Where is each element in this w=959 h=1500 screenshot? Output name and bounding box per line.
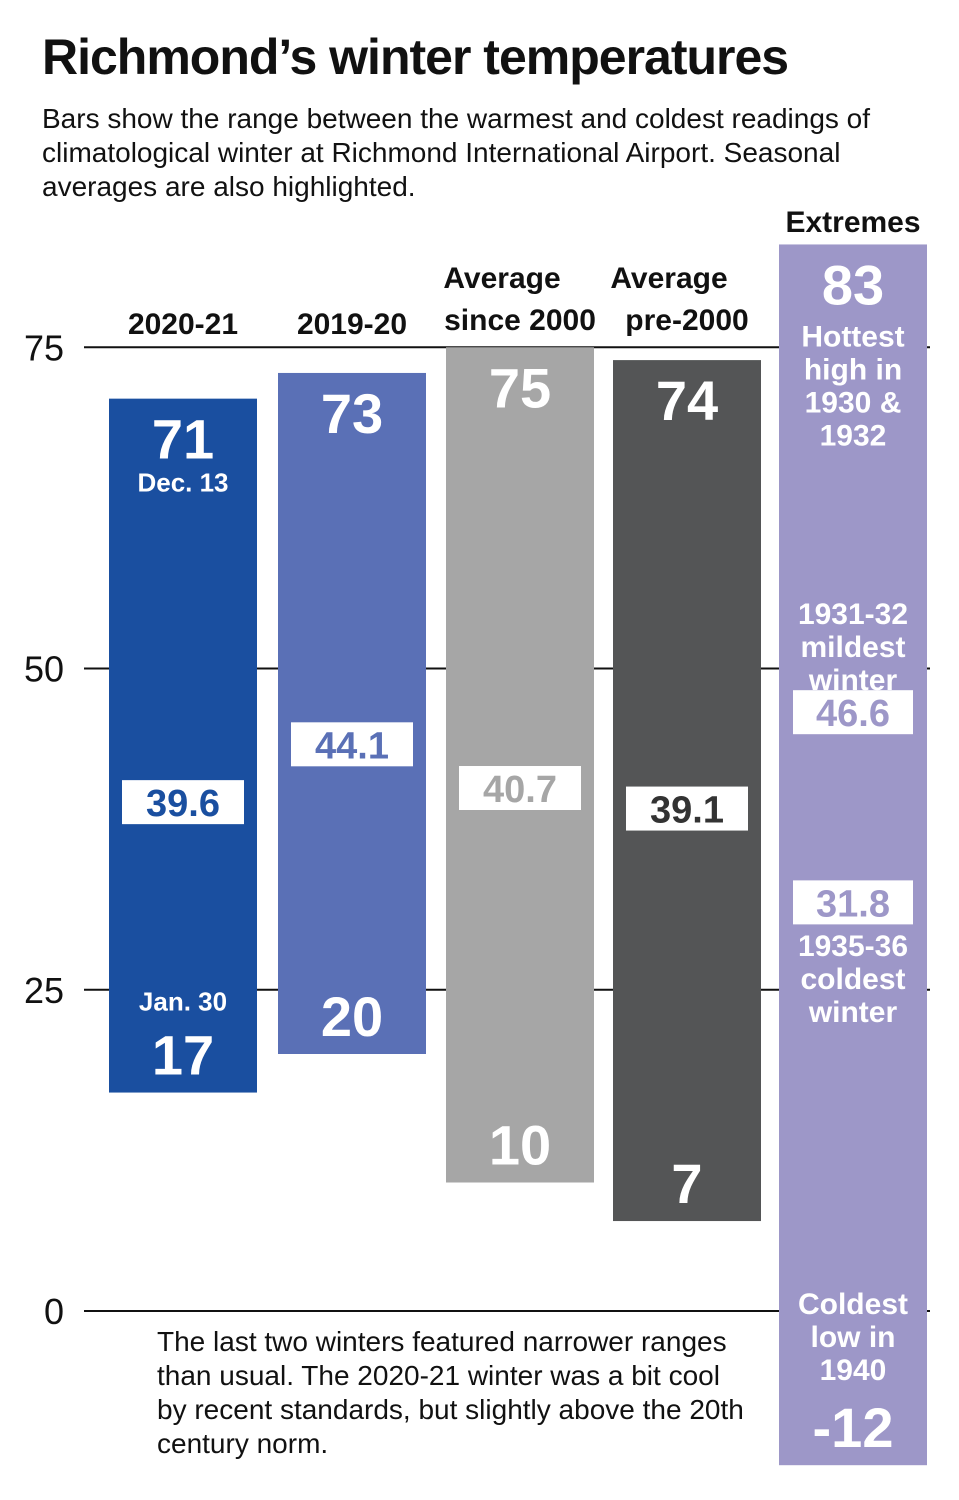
mildest-average-value: 46.6: [816, 693, 890, 735]
average-value-label-box: [459, 766, 581, 811]
low-value-label: 10: [489, 1114, 551, 1177]
low-value-label: 20: [321, 985, 383, 1048]
low-value-label: 7: [671, 1152, 702, 1215]
extreme-low-value: -12: [813, 1396, 894, 1459]
mildest-winter-note: 1931-32: [798, 598, 908, 631]
high-date-label: Dec. 13: [137, 468, 228, 498]
chart-subtitle: Bars show the range between the warmest …: [42, 103, 871, 202]
range-bar: [109, 398, 257, 1093]
average-value-label: 39.1: [650, 790, 724, 832]
y-tick-label: 0: [44, 1291, 64, 1332]
y-tick-label: 75: [24, 327, 64, 368]
column-label: 2020-21: [128, 308, 238, 341]
column-label: pre-2000: [625, 304, 748, 337]
column-label: Average: [610, 262, 727, 295]
low-date-label: Jan. 30: [139, 987, 227, 1017]
mildest-winter-note: mildest: [800, 631, 905, 664]
average-value-label: 40.7: [483, 769, 557, 811]
average-value-label: 39.6: [146, 783, 220, 825]
extreme-low-note: low in: [811, 1321, 896, 1354]
high-value-label: 74: [656, 369, 718, 432]
high-value-label: 73: [321, 382, 383, 445]
column-label: 2019-20: [297, 308, 407, 341]
chart-title: Richmond’s winter temperatures: [42, 29, 789, 85]
extremes-header: Extremes: [785, 206, 920, 239]
chart-annotation-note: The last two winters featured narrower r…: [157, 1326, 744, 1459]
high-value-label: 75: [489, 356, 551, 419]
low-value-label: 17: [152, 1024, 214, 1087]
coldest-winter-note: 1935-36: [798, 930, 908, 963]
coldest-winter-note: coldest: [800, 963, 905, 996]
mildest-average-value-box: [793, 690, 913, 735]
column-label: since 2000: [444, 304, 596, 337]
column-label: Average: [443, 262, 560, 295]
high-value-label: 71: [152, 408, 214, 471]
average-value-label-box: [291, 722, 413, 767]
range-bar: [278, 372, 426, 1054]
coldest-average-value: 31.8: [816, 883, 890, 925]
extreme-low-note: 1940: [820, 1354, 887, 1387]
extreme-high-note: 1930 &: [805, 386, 902, 419]
extreme-low-note: Coldest: [798, 1288, 908, 1321]
coldest-winter-note: winter: [808, 996, 898, 1029]
average-value-label-box: [626, 786, 748, 831]
extreme-high-note: high in: [804, 353, 902, 386]
extremes-bar: [779, 244, 927, 1466]
range-bar: [446, 347, 594, 1183]
extreme-high-note: 1932: [820, 419, 887, 452]
y-tick-label: 50: [24, 649, 64, 690]
extreme-high-note: Hottest: [801, 320, 904, 353]
y-tick-label: 25: [24, 970, 64, 1011]
coldest-average-value-box: [793, 880, 913, 925]
average-value-label-box: [122, 780, 244, 825]
average-value-label: 44.1: [315, 725, 389, 767]
extreme-high-value: 83: [822, 253, 884, 316]
